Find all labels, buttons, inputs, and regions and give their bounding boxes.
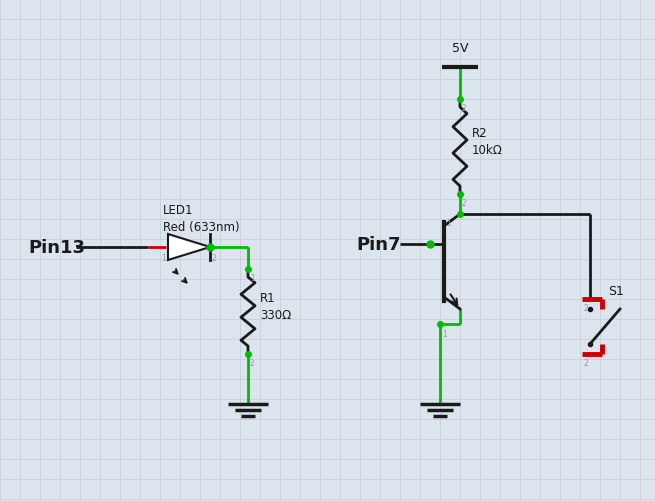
Text: 2: 2	[462, 104, 467, 113]
Text: 2: 2	[212, 254, 217, 263]
Text: 1: 1	[250, 274, 255, 283]
Text: 1: 1	[446, 218, 451, 227]
Text: 2: 2	[583, 304, 588, 313]
Text: 2: 2	[583, 358, 588, 367]
Text: 1: 1	[442, 329, 447, 338]
Text: 5V: 5V	[452, 42, 468, 55]
Polygon shape	[168, 234, 210, 261]
Text: Pin13: Pin13	[28, 238, 85, 257]
Text: Pin7: Pin7	[356, 235, 400, 254]
Text: 1: 1	[161, 254, 166, 263]
Text: 2: 2	[462, 198, 467, 207]
Text: LED1
Red (633nm): LED1 Red (633nm)	[163, 203, 240, 233]
Text: R1
330Ω: R1 330Ω	[260, 292, 291, 322]
Text: 2: 2	[250, 358, 255, 367]
Text: S1: S1	[608, 285, 624, 298]
Text: R2
10kΩ: R2 10kΩ	[472, 127, 503, 157]
